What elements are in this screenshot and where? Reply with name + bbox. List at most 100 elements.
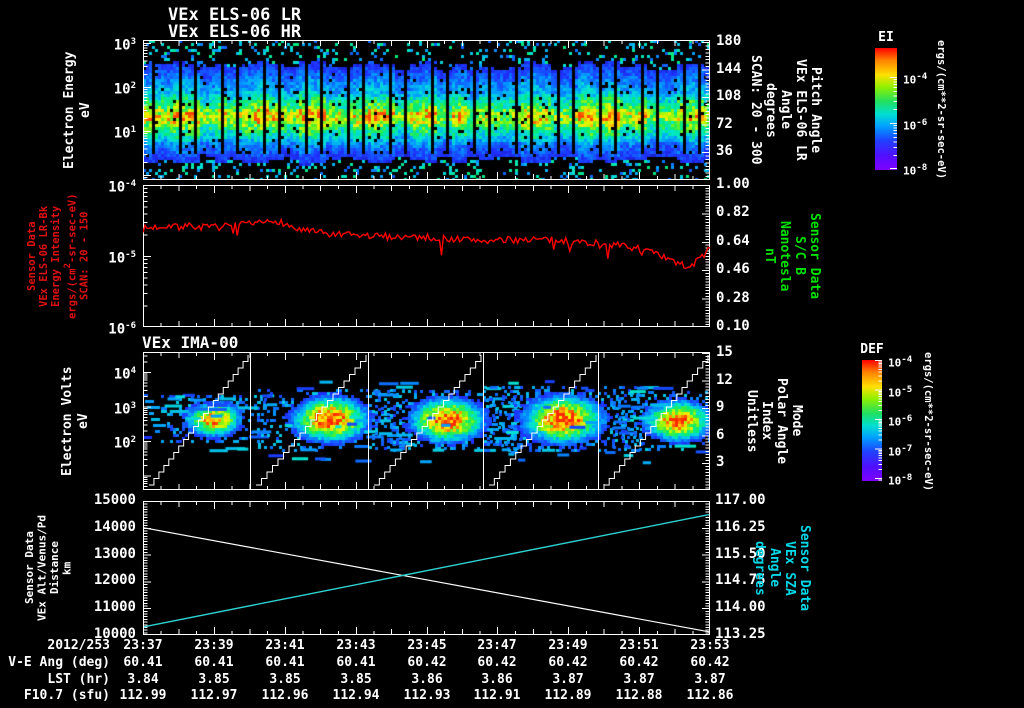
orbit-right-tick-5: 113.25 — [715, 626, 766, 642]
footer-cell-r0-c1: 23:39 — [194, 638, 234, 653]
footer-cell-r1-c1: 60.41 — [194, 655, 234, 670]
footer-cell-r3-c6: 112.89 — [544, 688, 592, 703]
els-ylabel: Electron Energy eV — [62, 40, 94, 180]
ima-right-tick-0: 15 — [716, 344, 733, 360]
ima-right-label-line-0: Unitless — [744, 389, 759, 453]
bk-ylabel-line-3: ergs/(cm2-sr-sec-eV) — [63, 193, 79, 319]
els-left-tick-2: 101 — [113, 125, 136, 142]
bk-ylabel-line-2: Energy Intensity — [50, 205, 62, 307]
bk-left-tick-1: 10-5 — [108, 250, 136, 267]
footer-cell-r3-c7: 112.88 — [615, 688, 663, 703]
bk-right-tick-2: 0.64 — [716, 233, 750, 249]
els-colorbar-ticks — [890, 77, 897, 169]
els-colorbar-units-line-0: ergs/(cm**2-sr-sec-eV) — [935, 40, 947, 180]
footer-cell-r0-c3: 23:43 — [336, 638, 376, 653]
orbit-right-tick-2: 115.50 — [715, 546, 766, 562]
orbit-panel — [143, 501, 710, 635]
bk-right-label: nT Nanotesla S/C B Sensor Data — [762, 188, 822, 324]
ima-left-tick-2: 102 — [113, 435, 136, 452]
els-colorbar-units: ergs/(cm**2-sr-sec-eV) — [935, 40, 947, 180]
bk-right-tick-4: 0.28 — [716, 290, 750, 306]
bk-ylabel: Sensor Data VEx ELS-06 LR-Bk Energy Intens… — [26, 188, 91, 324]
orbit-right-label-line-2: VEx SZA — [782, 540, 797, 596]
orbit-panel-axes — [143, 501, 710, 635]
els-title-hr: VEx ELS-06 HR — [168, 22, 302, 42]
ima-colorbar-lab-4: 10-8 — [888, 472, 913, 488]
orbit-ylabel: Sensor Data VEx Alt/Venus/Pd Distance km — [23, 498, 74, 638]
ima-right-tick-1: 12 — [716, 372, 733, 388]
els-title-lr: VEx ELS-06 LR — [168, 5, 302, 25]
els-left-tick-0: 103 — [113, 37, 136, 54]
footer-cell-r0-c7: 23:51 — [619, 638, 659, 653]
footer-cell-r3-c3: 112.94 — [332, 688, 380, 703]
bk-right-label-line-1: Nanotesla — [777, 220, 792, 292]
ima-colorbar-lab-2: 10-6 — [888, 413, 913, 429]
footer-cell-r0-c4: 23:45 — [407, 638, 447, 653]
ima-colorbar-lab-3: 10-7 — [888, 442, 913, 459]
footer-row-label-0: 2012/253 — [47, 638, 110, 653]
els-right-tick-1: 144 — [716, 61, 742, 77]
footer-cell-r2-c3: 3.85 — [340, 672, 372, 687]
ima-right-label-line-3: Mode — [789, 405, 804, 437]
footer-cell-r0-c2: 23:41 — [265, 638, 305, 653]
els-right-tick-2: 108 — [716, 88, 742, 104]
ima-colorbar-ticks — [875, 360, 882, 481]
footer-cell-r0-c0: 23:37 — [123, 638, 163, 653]
footer-cell-r2-c4: 3.86 — [411, 672, 443, 687]
ima-spectrogram-panel — [143, 352, 710, 490]
bk-right-label-line-2: S/C B — [792, 236, 807, 276]
footer-cell-r1-c2: 60.41 — [265, 655, 305, 670]
bk-ylabel-line-0: Sensor Data — [26, 221, 38, 291]
ima-ylabel: Electron Volts eV — [60, 352, 92, 490]
footer-cell-r3-c4: 112.93 — [403, 688, 451, 703]
orbit-right-tick-4: 114.00 — [715, 599, 766, 615]
ima-ylabel-line-0: Electron Volts — [60, 366, 75, 476]
bk-left-tick-0: 10-4 — [108, 179, 136, 196]
orbit-right-label-line-0: degrees — [752, 540, 767, 596]
footer-cell-r2-c7: 3.87 — [623, 672, 655, 687]
footer-cell-r3-c2: 112.96 — [261, 688, 309, 703]
footer-cell-r1-c3: 60.41 — [336, 655, 376, 670]
footer-cell-r3-c8: 112.86 — [686, 688, 734, 703]
footer-cell-r1-c4: 60.42 — [407, 655, 447, 670]
footer-cell-r1-c6: 60.42 — [548, 655, 588, 670]
ima-right-tick-2: 9 — [716, 399, 725, 415]
els-right-label-line-3: VEx ELS-06 LR — [793, 59, 808, 161]
bk-right-tick-5: 0.10 — [716, 318, 750, 334]
orbit-ylabel-line-3: km — [60, 561, 74, 575]
footer-cell-r3-c5: 112.91 — [473, 688, 521, 703]
els-right-label-line-0: SCAN: 20 - 300 — [748, 55, 763, 165]
bk-right-tick-3: 0.46 — [716, 261, 750, 277]
orbit-right-label: degrees Angle VEx SZA Sensor Data — [752, 498, 812, 638]
orbit-right-tick-0: 117.00 — [715, 492, 766, 508]
footer-cell-r0-c5: 23:47 — [477, 638, 517, 653]
bk-intensity-panel-axes — [143, 185, 710, 327]
footer-cell-r2-c6: 3.87 — [552, 672, 584, 687]
els-spectrogram-panel-axes — [143, 40, 710, 180]
footer-cell-r1-c7: 60.42 — [619, 655, 659, 670]
bk-right-tick-1: 0.82 — [716, 204, 750, 220]
footer-cell-r2-c1: 3.85 — [198, 672, 230, 687]
footer-cell-r1-c0: 60.41 — [123, 655, 163, 670]
els-colorbar-title: EI — [878, 30, 894, 45]
orbit-right-tick-3: 114.75 — [715, 572, 766, 588]
orbit-right-tick-1: 116.25 — [715, 519, 766, 535]
footer-cell-r3-c0: 112.99 — [119, 688, 167, 703]
footer-row-label-3: F10.7 (sfu) — [23, 688, 110, 703]
footer-cell-r0-c6: 23:49 — [548, 638, 588, 653]
bk-right-label-line-0: nT — [762, 248, 777, 264]
bk-ylabel-line-4: SCAN: 20 - 150 — [78, 211, 91, 301]
footer-cell-r2-c8: 3.87 — [694, 672, 726, 687]
els-right-tick-3: 72 — [716, 116, 733, 132]
els-spectrogram-panel — [143, 40, 710, 180]
els-right-label-line-4: Pitch Angle — [808, 66, 823, 154]
bk-ylabel-line-1: VEx ELS-06 LR-Bk — [38, 205, 50, 307]
footer-cell-r1-c5: 60.42 — [477, 655, 517, 670]
els-right-tick-4: 36 — [716, 143, 733, 159]
ima-right-label: Unitless Index Polar Angle Mode — [744, 352, 804, 490]
orbit-left-tick-3: 12000 — [93, 572, 136, 588]
els-ylabel-line-1: eV — [78, 102, 93, 118]
ima-left-tick-1: 103 — [113, 401, 136, 418]
els-right-label: SCAN: 20 - 300 degrees Angle VEx ELS-06 LR P… — [748, 40, 823, 180]
ima-colorbar-units: ergs/(cm**2-sr-sec-eV) — [922, 352, 934, 491]
